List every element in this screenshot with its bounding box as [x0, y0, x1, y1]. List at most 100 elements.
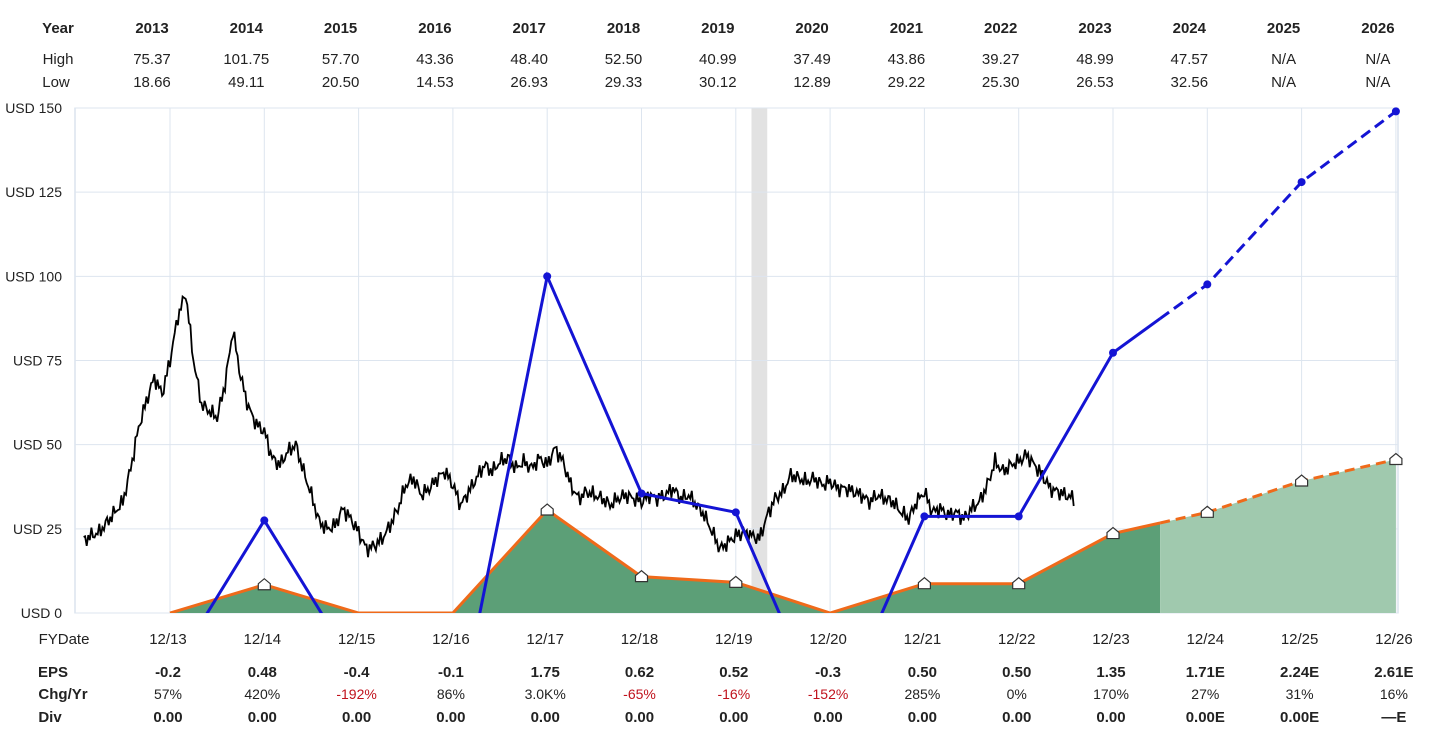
- footer-eps-value: -0.4: [344, 664, 371, 681]
- footer-div-value: 0.00: [153, 709, 182, 726]
- header-year: 2024: [1173, 20, 1207, 37]
- header-low-value: 26.93: [510, 74, 548, 91]
- header-low-value: 25.30: [982, 74, 1020, 91]
- header-high-value: 57.70: [322, 51, 360, 68]
- header-high-value: 101.75: [223, 51, 269, 68]
- x-tick-label: 12/22: [998, 631, 1036, 648]
- footer-eps-value: 0.52: [719, 664, 748, 681]
- pe-line-actual: [205, 271, 1162, 613]
- footer-chg-label: Chg/Yr: [38, 686, 87, 703]
- price-line: [83, 294, 1075, 558]
- header-year: 2019: [701, 20, 734, 37]
- pe-point[interactable]: [637, 489, 646, 498]
- header-year: 2025: [1267, 20, 1300, 37]
- footer-div-value: —E: [1381, 709, 1406, 726]
- header-high-value: 48.99: [1076, 51, 1114, 68]
- header-high-value: 52.50: [605, 51, 643, 68]
- pe-point[interactable]: [731, 508, 740, 517]
- pe-point[interactable]: [1109, 348, 1117, 357]
- footer-chg-value: 27%: [1191, 686, 1219, 702]
- pe-point[interactable]: [920, 512, 929, 521]
- footer-div-value: 0.00: [719, 709, 748, 726]
- footer-chg-value: 285%: [904, 686, 940, 702]
- header-year: 2014: [230, 20, 264, 37]
- header-high-value: N/A: [1365, 51, 1390, 68]
- footer-div-value: 0.00: [813, 709, 842, 726]
- footer-eps-value: -0.1: [438, 664, 464, 681]
- earnings-point[interactable]: [729, 575, 743, 588]
- header-low-value: 20.50: [322, 74, 360, 91]
- x-tick-label: 12/23: [1092, 631, 1130, 648]
- earnings-point[interactable]: [1106, 526, 1120, 540]
- earnings-point[interactable]: [634, 569, 649, 583]
- pe-point[interactable]: [543, 272, 552, 281]
- footer-chg-value: 3.0K%: [525, 686, 566, 702]
- earnings-point[interactable]: [1295, 474, 1309, 487]
- footer-eps-value: -0.2: [155, 664, 181, 681]
- footer-eps-value: 1.75: [531, 664, 560, 681]
- header-high-value: 39.27: [982, 51, 1020, 68]
- header-low-value: 32.56: [1171, 74, 1209, 91]
- earnings-point[interactable]: [1200, 505, 1214, 518]
- earnings-line-actual: [169, 507, 1161, 613]
- header-year: 2026: [1361, 20, 1394, 37]
- x-tick-label: 12/15: [338, 631, 376, 648]
- footer-div-value: 0.00: [625, 709, 654, 726]
- footer-div-value: 0.00: [436, 709, 465, 726]
- header-high-value: 43.36: [416, 51, 454, 68]
- footer-eps-value: 1.35: [1096, 664, 1125, 681]
- header-low-value: 26.53: [1076, 74, 1114, 91]
- earnings-area-estimate: [1160, 459, 1396, 613]
- header-high-value: 75.37: [133, 51, 171, 68]
- footer-eps-value: 2.24E: [1280, 664, 1319, 681]
- footer-eps-value: 2.61E: [1374, 664, 1413, 681]
- earnings-point[interactable]: [1012, 576, 1026, 590]
- earnings-point[interactable]: [257, 577, 271, 591]
- footer-div-value: 0.00: [1002, 709, 1031, 726]
- footer-div-value: 0.00: [908, 709, 937, 726]
- header-low-value: 29.33: [605, 74, 643, 91]
- x-tick-label: 12/17: [526, 631, 564, 648]
- header-year: 2013: [135, 20, 168, 37]
- footer-div-value: 0.00E: [1186, 709, 1225, 726]
- x-tick-label: 12/16: [432, 631, 470, 648]
- pe-point[interactable]: [1014, 512, 1023, 521]
- header-low-value: 30.12: [699, 74, 737, 91]
- earnings-point[interactable]: [540, 503, 554, 516]
- header-high-value: 40.99: [699, 51, 737, 68]
- x-tick-label: 12/18: [621, 631, 659, 648]
- pe-point[interactable]: [1203, 280, 1212, 289]
- x-tick-label: 12/21: [904, 631, 942, 648]
- x-tick-label: 12/20: [809, 631, 847, 648]
- earnings-point[interactable]: [1389, 452, 1403, 466]
- footer-chg-value: 170%: [1093, 686, 1129, 702]
- footer-eps-value: 1.71E: [1186, 664, 1225, 681]
- footer-eps-value: 0.48: [248, 664, 277, 681]
- header-low-value: 12.89: [793, 74, 831, 91]
- header-high-value: 37.49: [793, 51, 831, 68]
- earnings-point[interactable]: [917, 576, 931, 590]
- footer-div-label: Div: [38, 709, 62, 726]
- header-low-label: Low: [42, 74, 70, 91]
- footer-eps-value: 0.50: [908, 664, 937, 681]
- y-tick-label: USD 125: [5, 184, 62, 200]
- footer-chg-value: 16%: [1380, 686, 1408, 702]
- pe-point[interactable]: [1297, 178, 1306, 187]
- header-year: 2023: [1078, 20, 1111, 37]
- pe-point[interactable]: [1391, 107, 1400, 116]
- y-tick-label: USD 25: [13, 521, 62, 537]
- footer-chg-value: -65%: [623, 686, 656, 702]
- pe-point[interactable]: [260, 516, 269, 525]
- earnings-area-group: [169, 458, 1397, 613]
- footer-chg-value: 86%: [437, 686, 465, 702]
- header-low-value: 49.11: [228, 74, 264, 91]
- footer-chg-value: -192%: [336, 686, 376, 702]
- header-high-value: N/A: [1271, 51, 1296, 68]
- header-year-label: Year: [42, 20, 74, 37]
- footer-fydate-label: FYDate: [39, 631, 90, 648]
- header-year: 2017: [513, 20, 546, 37]
- x-tick-label: 12/19: [715, 631, 753, 648]
- y-tick-label: USD 0: [21, 605, 62, 621]
- header-low-value: 14.53: [416, 74, 454, 91]
